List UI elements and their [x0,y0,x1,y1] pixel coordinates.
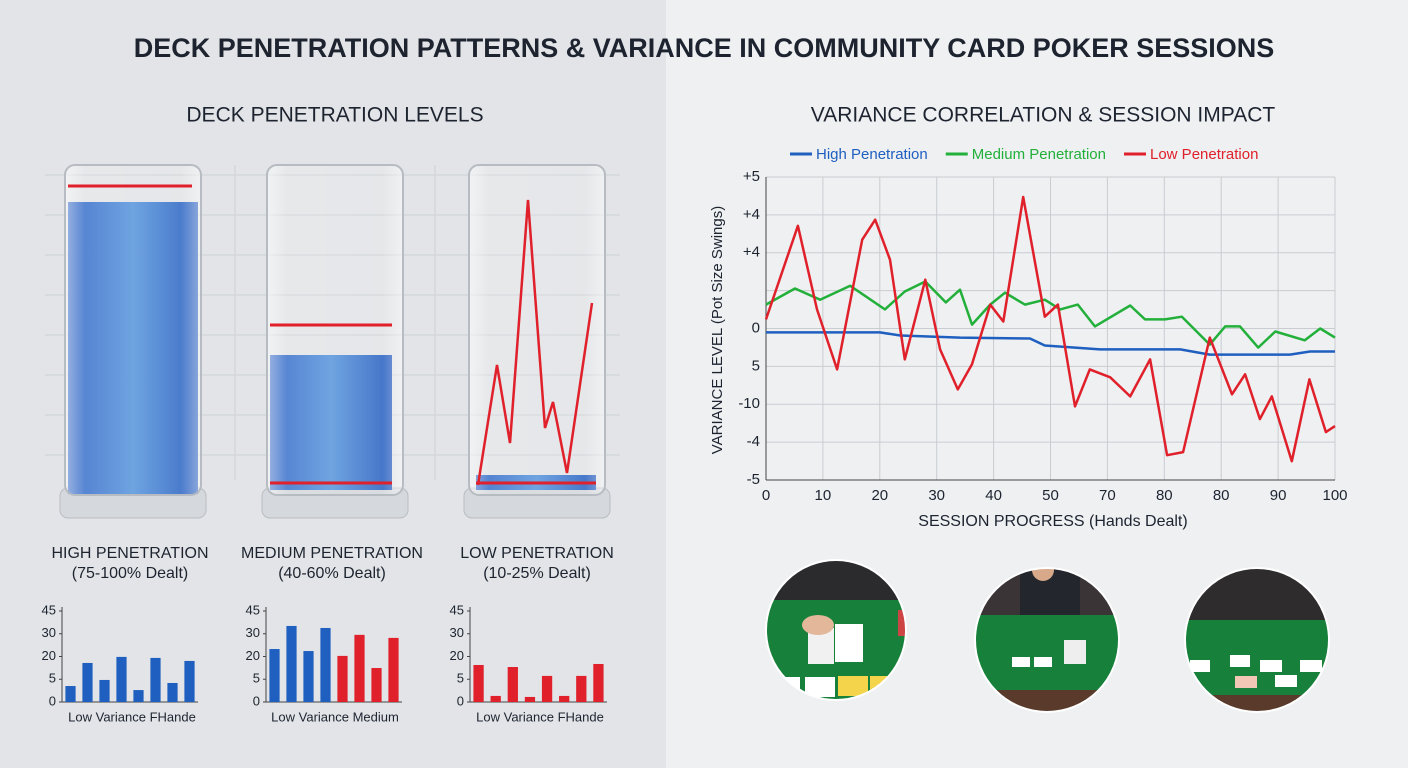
legend-label: High Penetration [816,146,928,163]
chart-title: VARIANCE CORRELATION & SESSION IMPACT [811,104,1276,127]
x-tick-label: 90 [1270,487,1287,504]
x-tick-label: 50 [1042,487,1059,504]
x-tick-label: 40 [985,487,1002,504]
bar [303,651,314,702]
y-tick-label: 20 [246,648,260,663]
level-name: MEDIUM PENETRATION [241,545,423,562]
y-tick-label: 0 [49,693,56,708]
cylinder-low [463,164,611,519]
bar [559,695,570,702]
y-tick-label: +5 [743,168,760,185]
bar [388,637,399,702]
bar [116,656,127,702]
x-tick-label: 30 [928,487,945,504]
bar [371,668,382,702]
bar [99,679,110,702]
y-tick-label: 5 [752,357,760,374]
y-tick-label: 30 [450,625,464,640]
bar [541,675,553,702]
y-tick-label: 30 [246,625,260,640]
x-tick-label: 70 [1099,487,1116,504]
bar [269,649,280,702]
series-line [765,280,1336,349]
cylinder-medium [261,164,409,519]
x-axis-label: Low Variance Medium [271,709,399,724]
photo-frame [1184,567,1330,713]
bar [354,634,365,702]
bar [320,627,331,702]
photo-frame [765,559,907,701]
x-tick-label: 0 [762,487,770,504]
y-tick-label: -4 [747,433,760,450]
page-title: DECK PENETRATION PATTERNS & VARIANCE IN … [134,33,1275,63]
bar [490,695,501,702]
y-tick-label: 30 [42,625,56,640]
series-line [766,331,1335,356]
level-range: (10-25% Dealt) [483,565,591,582]
y-tick-label: 45 [450,602,464,617]
y-tick-label: +4 [743,206,760,223]
bar [524,696,536,702]
y-tick-label: -10 [738,395,760,412]
x-axis-label: Low Variance FHande [476,709,604,724]
x-tick-label: 10 [815,487,832,504]
y-tick-label: 0 [253,693,260,708]
level-range: (75-100% Dealt) [72,565,189,582]
legend-label: Medium Penetration [972,146,1106,163]
x-tick-label: 80 [1156,487,1173,504]
photo-frame [974,567,1120,713]
level-name: LOW PENETRATION [460,545,614,562]
bar [507,667,518,702]
x-axis-label: Low Variance FHande [68,709,196,724]
bar [337,655,348,702]
y-axis-label: VARIANCE LEVEL (Pot Size Swings) [709,206,726,454]
y-tick-label: 5 [457,671,464,686]
y-tick-label: 20 [42,648,56,663]
y-tick-label: 20 [450,648,464,663]
bar [82,662,93,702]
photo-table [1185,568,1329,712]
bar [167,682,178,702]
bar [593,663,604,702]
bar [286,625,297,702]
bar [473,664,484,702]
y-tick-label: 45 [42,602,56,617]
level-name: HIGH PENETRATION [51,545,208,562]
x-tick-label: 20 [871,487,888,504]
bar [184,660,195,702]
legend-label: Low Penetration [1150,146,1258,163]
x-tick-label: 100 [1322,487,1347,504]
bar [576,675,587,702]
x-axis-label: SESSION PROGRESS (Hands Dealt) [918,513,1187,530]
series-line [764,195,1336,463]
y-tick-label: +4 [743,244,760,261]
y-tick-label: 5 [49,671,56,686]
bar [65,686,76,702]
y-tick-label: 0 [457,693,464,708]
y-tick-label: 0 [752,319,760,336]
x-tick-label: 80 [1213,487,1230,504]
level-range: (40-60% Dealt) [278,565,386,582]
bar [133,690,144,702]
cylinder-high [59,164,207,519]
left-title: DECK PENETRATION LEVELS [186,104,483,127]
y-tick-label: -5 [747,471,760,488]
y-tick-label: 45 [246,602,260,617]
bar [150,657,161,702]
y-tick-label: 5 [253,671,260,686]
